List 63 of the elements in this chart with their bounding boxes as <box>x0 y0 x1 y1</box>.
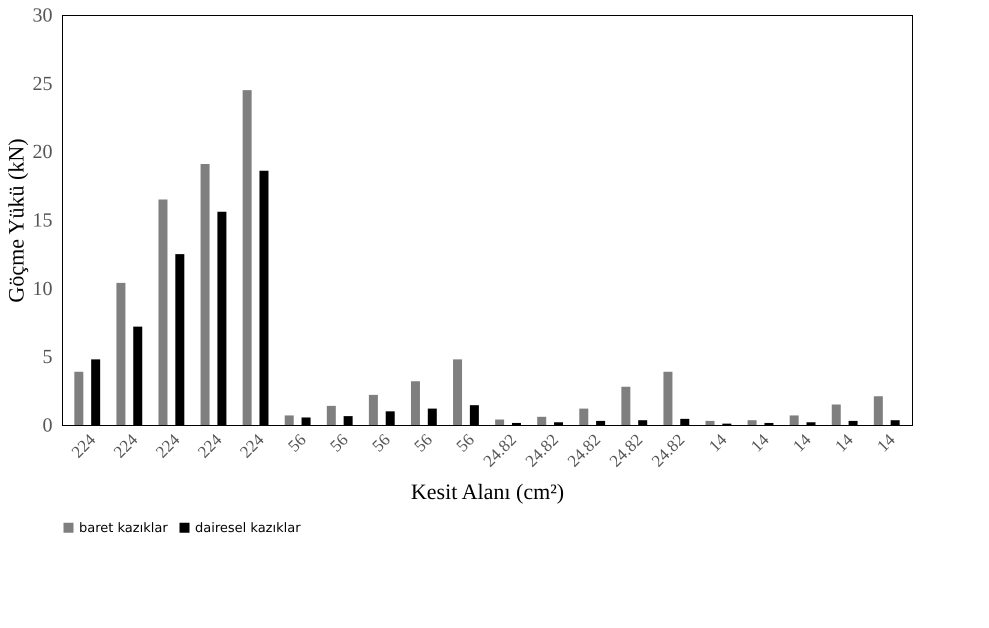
x-tick-label: 224 <box>236 430 268 462</box>
bar <box>706 420 715 425</box>
bar <box>302 417 311 425</box>
bar <box>596 420 606 425</box>
bar <box>386 411 395 425</box>
bar <box>790 415 799 425</box>
bar <box>74 372 84 425</box>
bar <box>453 359 462 425</box>
bar <box>217 212 226 425</box>
bar <box>848 420 858 425</box>
x-tick-label: 14 <box>873 430 900 456</box>
x-tick-label: 56 <box>368 430 394 456</box>
bar <box>326 406 336 425</box>
x-tick-label: 56 <box>410 430 436 456</box>
legend-label: baret kazıklar <box>79 520 168 536</box>
y-tick-label: 5 <box>42 346 52 368</box>
bar <box>537 416 546 425</box>
bar <box>579 408 588 425</box>
bar <box>158 200 168 425</box>
bar <box>663 372 672 425</box>
bar <box>621 386 630 425</box>
bar <box>259 170 268 425</box>
bar <box>748 420 757 425</box>
bar <box>344 416 353 425</box>
x-tick-label: 56 <box>284 430 310 456</box>
x-tick-label: 224 <box>152 430 184 462</box>
bar <box>554 422 564 425</box>
bar <box>874 396 883 425</box>
x-tick-label: 224 <box>68 430 100 462</box>
y-tick-label: 20 <box>32 141 52 164</box>
y-tick-label: 15 <box>32 210 52 232</box>
y-axis-title: Göçme Yükü (kN) <box>4 138 28 303</box>
x-tick-label: 224 <box>194 430 226 462</box>
x-tick-label: 14 <box>705 430 731 456</box>
bar <box>368 394 378 425</box>
bar <box>410 381 420 425</box>
bar <box>806 422 816 425</box>
bar <box>91 359 100 425</box>
legend-label: dairesel kazıklar <box>195 520 302 536</box>
bar <box>832 404 841 425</box>
bar <box>175 254 184 425</box>
x-tick-label: 224 <box>110 430 142 462</box>
bar <box>133 326 142 425</box>
bar <box>890 420 900 425</box>
bar <box>116 282 126 425</box>
x-tick-label: 56 <box>452 430 478 456</box>
y-tick-label: 0 <box>42 414 52 436</box>
bar <box>242 90 252 425</box>
bar <box>200 164 210 425</box>
x-tick-label: 56 <box>326 430 352 456</box>
x-tick-label: 14 <box>789 430 815 456</box>
x-tick-label: 14 <box>831 430 858 456</box>
bar <box>495 420 504 425</box>
y-tick-label: 30 <box>32 4 52 26</box>
bar <box>638 420 648 425</box>
bar <box>428 408 437 425</box>
bar <box>284 415 294 425</box>
x-axis-title: Kesit Alanı (cm²) <box>410 478 564 504</box>
x-tick-label: 14 <box>747 430 773 456</box>
y-tick-label: 10 <box>32 278 52 300</box>
bar <box>680 418 690 425</box>
bar <box>470 405 479 425</box>
y-tick-label: 25 <box>32 72 52 95</box>
